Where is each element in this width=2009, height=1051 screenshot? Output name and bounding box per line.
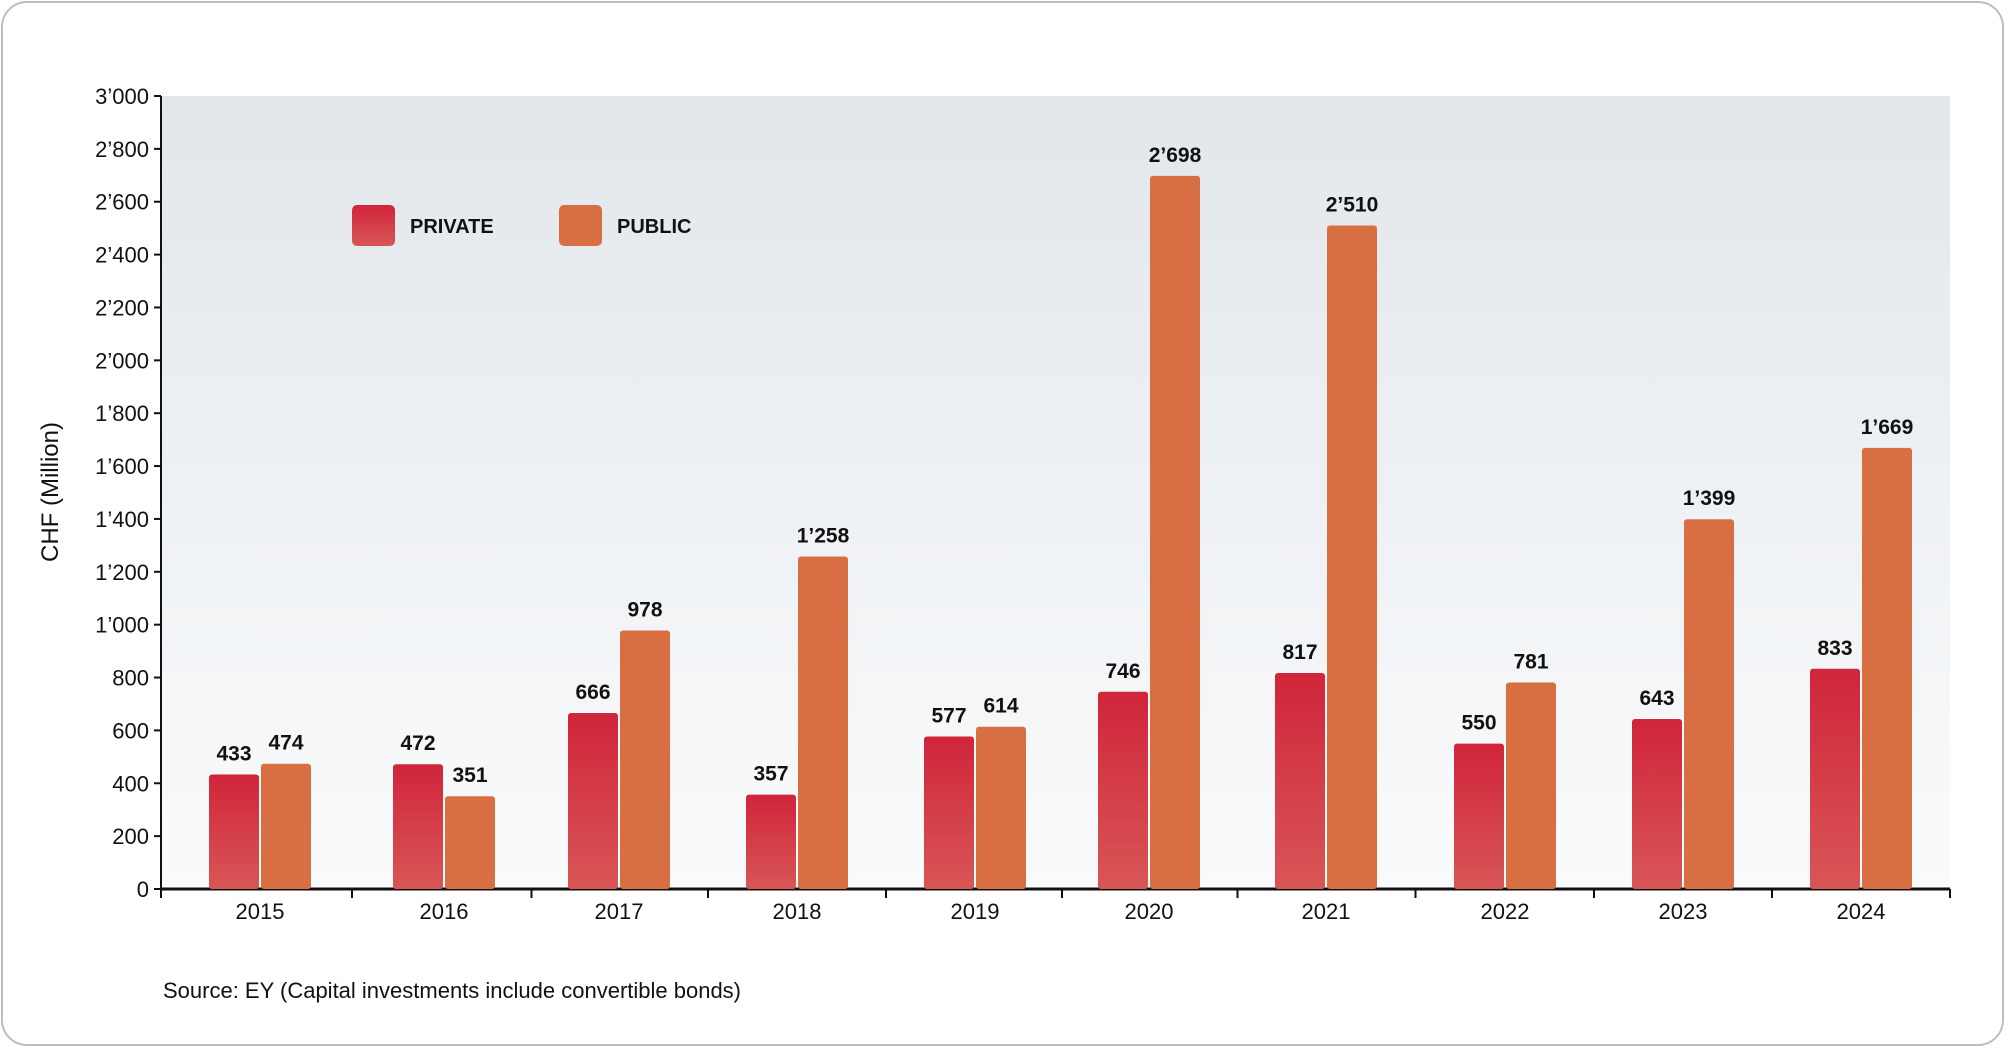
legend-label-private: PRIVATE [410, 216, 494, 238]
x-tick-label: 2021 [1302, 899, 1351, 924]
x-tick-label: 2020 [1125, 899, 1174, 924]
public-data-label: 781 [1513, 651, 1548, 674]
private-bar [746, 794, 796, 889]
legend-swatch-public [559, 205, 602, 246]
public-data-label: 474 [268, 732, 303, 755]
private-data-label: 550 [1461, 712, 1496, 735]
private-bar [393, 764, 443, 889]
y-tick-label: 1’200 [95, 560, 149, 585]
y-tick-label: 0 [137, 877, 149, 902]
public-data-label: 614 [983, 695, 1018, 718]
y-axis-label: CHF (Million) [37, 422, 64, 562]
y-tick-label: 1’400 [95, 507, 149, 532]
public-bar [976, 726, 1026, 889]
public-data-label: 1’399 [1683, 487, 1736, 510]
y-tick-label: 2’000 [95, 348, 149, 373]
y-tick-label: 1’800 [95, 401, 149, 426]
private-bar [924, 736, 974, 889]
x-tick-label: 2023 [1659, 899, 1708, 924]
y-tick-label: 2’600 [95, 190, 149, 215]
public-data-label: 2’698 [1149, 144, 1202, 167]
public-data-label: 1’258 [797, 524, 850, 547]
private-data-label: 833 [1817, 637, 1852, 660]
private-bar [1454, 743, 1504, 889]
y-tick-label: 2’800 [95, 137, 149, 162]
private-data-label: 643 [1639, 687, 1674, 710]
public-data-label: 2’510 [1326, 194, 1379, 217]
public-bar [1684, 519, 1734, 889]
y-tick-label: 400 [112, 771, 149, 796]
public-bar [798, 556, 848, 889]
private-bar [1275, 673, 1325, 889]
public-bar [1150, 175, 1200, 889]
private-data-label: 746 [1105, 660, 1140, 683]
private-bar [1098, 691, 1148, 889]
y-tick-label: 2’200 [95, 295, 149, 320]
y-tick-label: 800 [112, 666, 149, 691]
y-tick-label: 3’000 [95, 84, 149, 109]
public-data-label: 978 [627, 598, 662, 621]
private-bar [1810, 668, 1860, 889]
public-data-label: 1’669 [1861, 416, 1914, 439]
public-bar [445, 796, 495, 889]
legend-swatch-private [352, 205, 395, 246]
x-tick-label: 2018 [773, 899, 822, 924]
x-tick-label: 2022 [1481, 899, 1530, 924]
public-data-label: 351 [452, 764, 487, 787]
source-note: Source: EY (Capital investments include … [163, 978, 742, 1003]
private-bar [1632, 719, 1682, 889]
private-data-label: 577 [931, 704, 966, 727]
y-tick-label: 600 [112, 718, 149, 743]
legend-label-public: PUBLIC [617, 216, 691, 238]
x-tick-label: 2015 [236, 899, 285, 924]
y-tick-label: 200 [112, 824, 149, 849]
public-bar [261, 763, 311, 889]
y-tick-label: 2’400 [95, 243, 149, 268]
public-bar [1506, 682, 1556, 889]
public-bar [1862, 447, 1912, 889]
x-tick-label: 2019 [951, 899, 1000, 924]
y-tick-label: 1’600 [95, 454, 149, 479]
x-tick-label: 2024 [1837, 899, 1886, 924]
private-data-label: 472 [400, 732, 435, 755]
private-data-label: 433 [216, 743, 251, 766]
public-bar [1327, 225, 1377, 890]
private-bar [568, 712, 618, 889]
private-data-label: 666 [575, 681, 610, 704]
x-tick-label: 2017 [595, 899, 644, 924]
private-bar [209, 774, 259, 889]
private-data-label: 817 [1282, 641, 1317, 664]
y-tick-label: 1’000 [95, 613, 149, 638]
private-data-label: 357 [753, 763, 788, 786]
public-bar [620, 630, 670, 889]
x-tick-label: 2016 [420, 899, 469, 924]
